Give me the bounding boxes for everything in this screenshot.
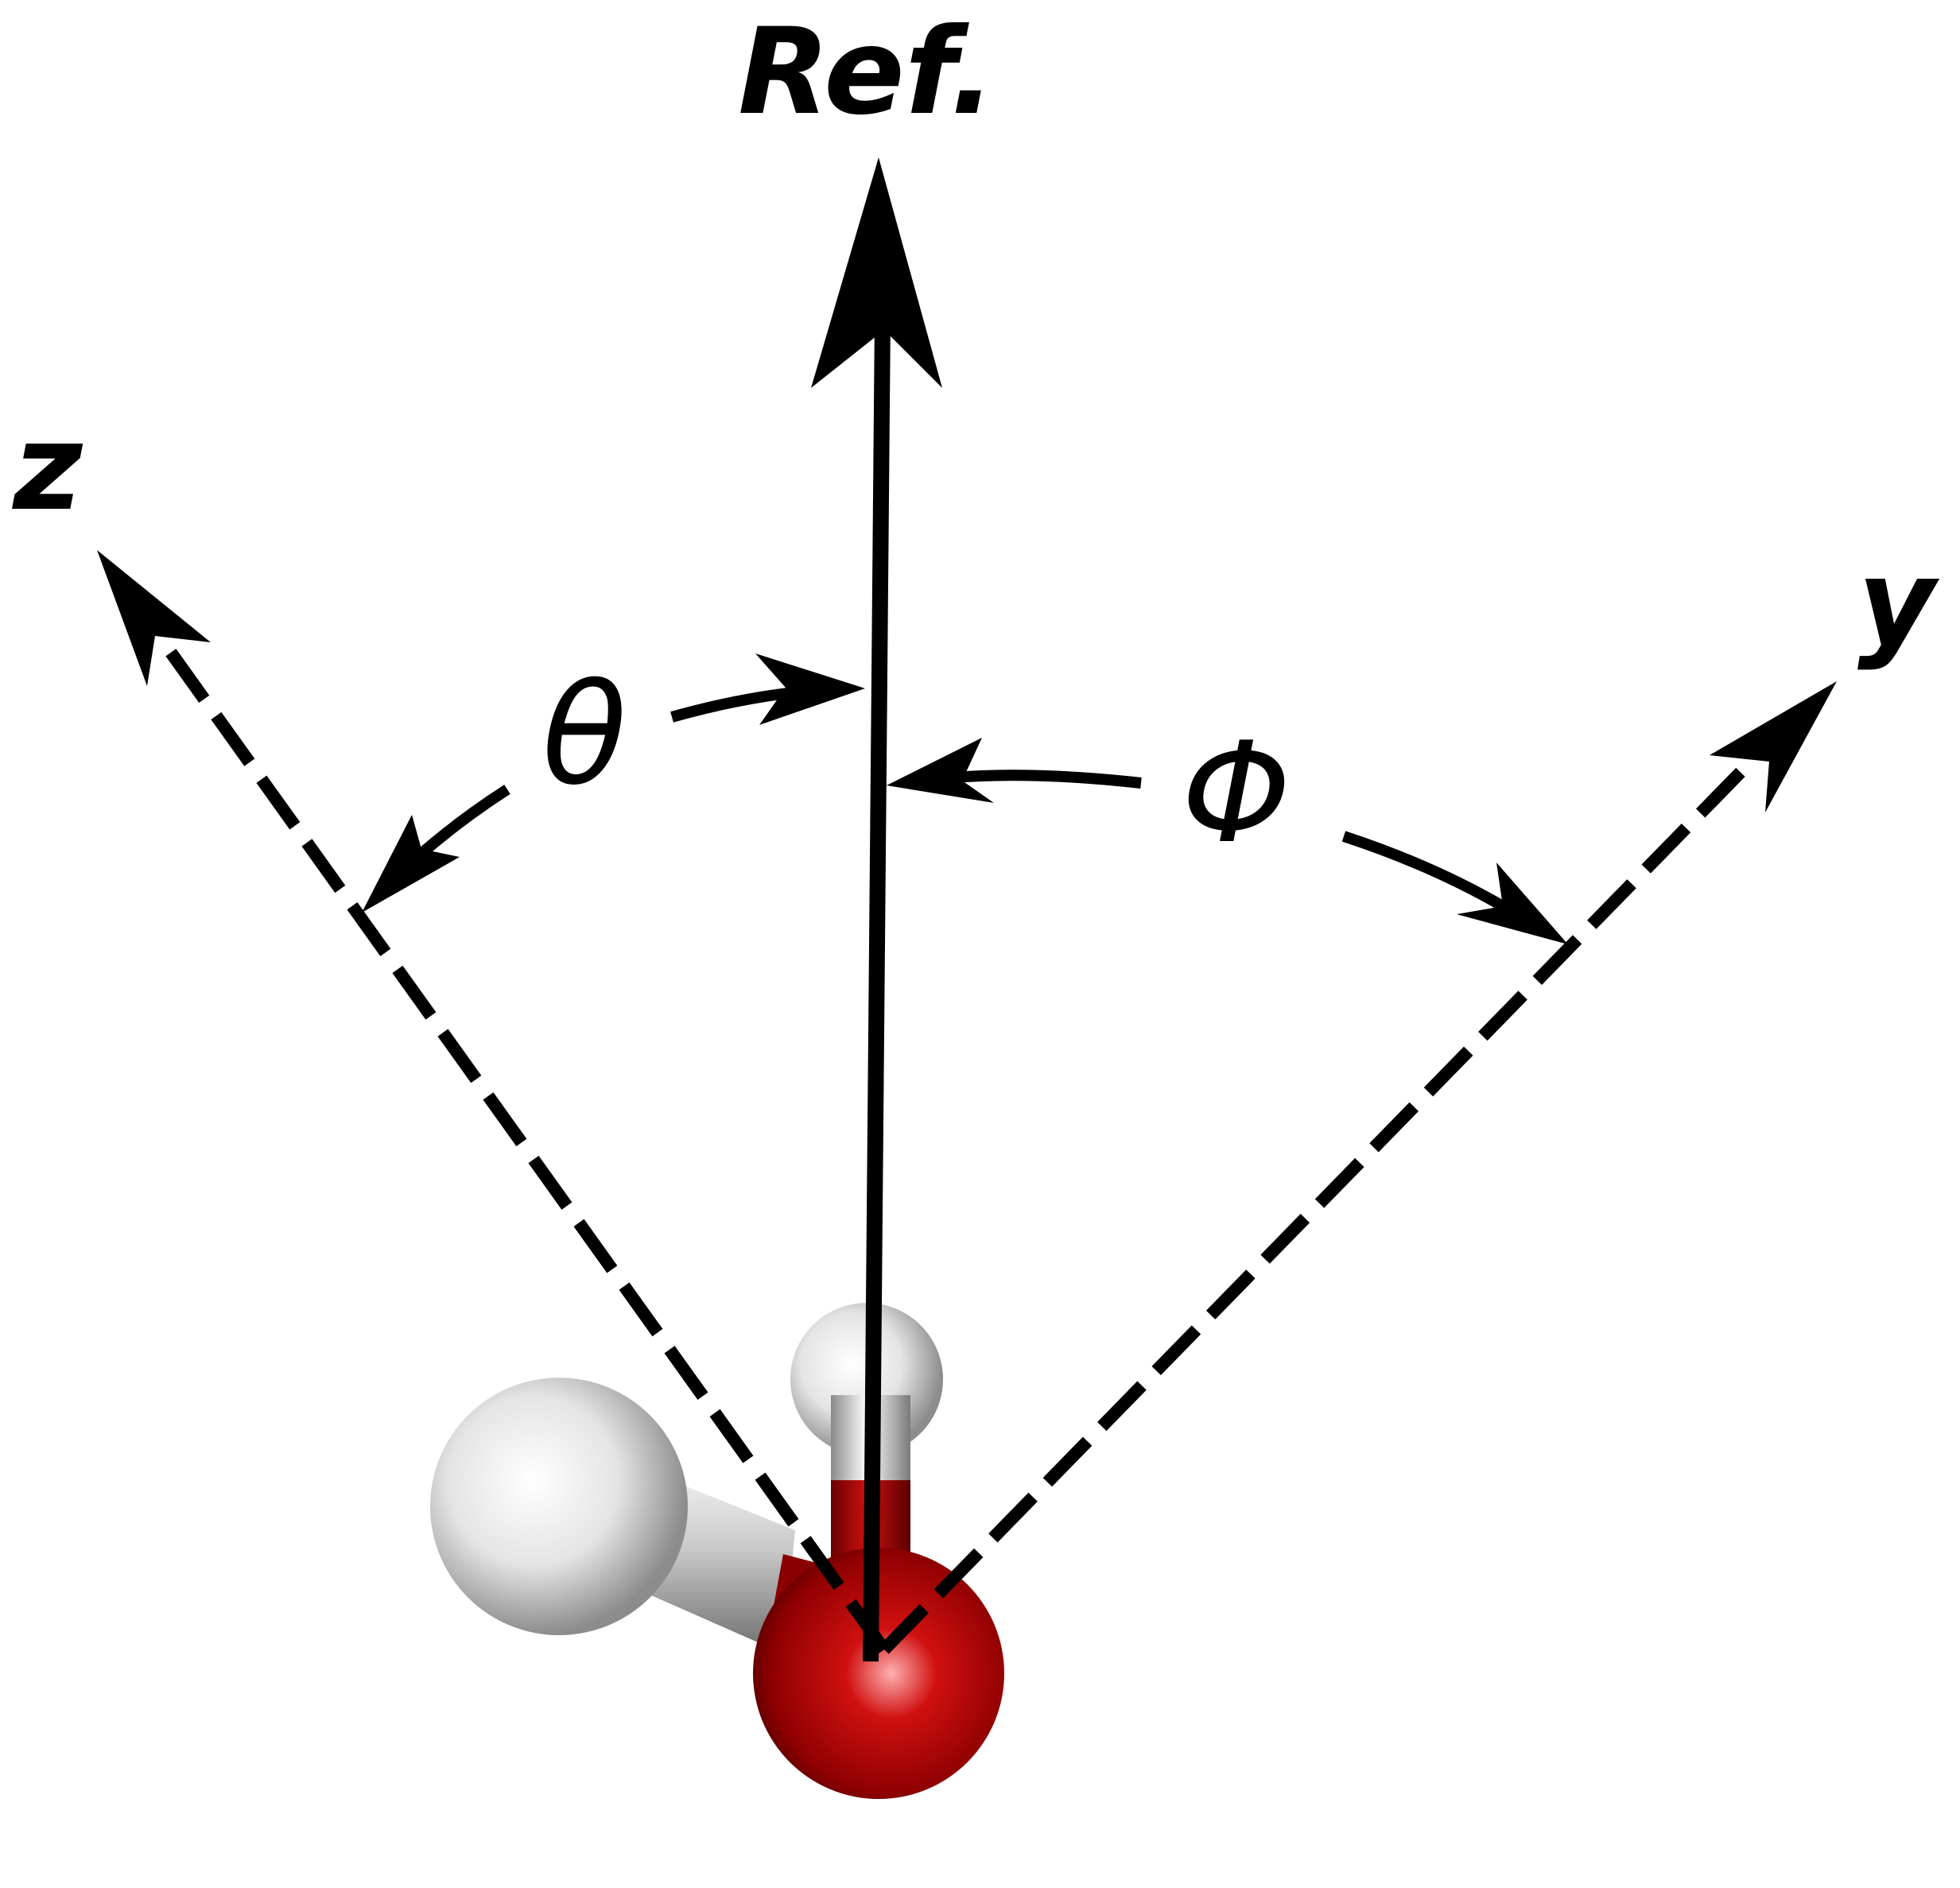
y-axis-label: y: [1857, 534, 1940, 673]
reference-arrowhead: [811, 157, 942, 388]
phi-arc-left: [953, 770, 1142, 789]
theta-angle-indicator: [362, 653, 865, 913]
theta-arrowhead-right: [755, 653, 865, 725]
theta-arc-left: [413, 785, 510, 862]
reference-axis: [811, 157, 942, 1662]
theta-label: θ: [541, 655, 627, 816]
z-axis-label: z: [11, 399, 83, 537]
phi-arrowhead-right: [1457, 863, 1568, 944]
z-axis: [97, 550, 890, 1653]
hydrogen-atom-left: [430, 1378, 688, 1635]
y-axis: [879, 681, 1837, 1654]
y-axis-arrowhead: [1710, 681, 1837, 812]
phi-label: Φ: [1182, 713, 1291, 874]
theta-arrowhead-left: [362, 815, 460, 913]
z-axis-arrowhead: [97, 550, 211, 686]
phi-arc-right: [1341, 831, 1506, 912]
phi-arrowhead-left: [887, 738, 994, 803]
water-molecule: [430, 1303, 1004, 1799]
oxygen-atom: [753, 1548, 1004, 1799]
phi-angle-indicator: [887, 738, 1568, 944]
reference-label: Ref.: [738, 3, 996, 142]
